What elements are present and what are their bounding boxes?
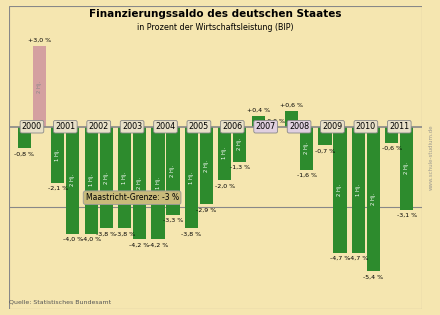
- Text: 2 Hj.: 2 Hj.: [337, 184, 342, 196]
- Text: -3,3 %: -3,3 %: [163, 218, 183, 223]
- Text: 2 Hj.: 2 Hj.: [170, 165, 176, 177]
- Text: 1 Hj.: 1 Hj.: [55, 149, 60, 161]
- Bar: [185, 127, 198, 228]
- Text: +3,0 %: +3,0 %: [28, 38, 51, 43]
- Text: 2 Hj.: 2 Hj.: [304, 142, 309, 154]
- Bar: [367, 127, 380, 271]
- Text: -1,3 %: -1,3 %: [230, 165, 250, 170]
- Text: 2001: 2001: [55, 122, 75, 131]
- Text: 1 Hj.: 1 Hj.: [89, 174, 94, 186]
- Text: 1 Hj.: 1 Hj.: [189, 172, 194, 184]
- Text: -2,0 %: -2,0 %: [215, 183, 235, 188]
- Text: 2 Hj.: 2 Hj.: [371, 193, 376, 205]
- Text: -4,2 %: -4,2 %: [148, 242, 168, 247]
- Text: in Prozent der Wirtschaftsleistung (BIP): in Prozent der Wirtschaftsleistung (BIP): [137, 23, 294, 32]
- Text: 1 Hj.: 1 Hj.: [222, 147, 227, 159]
- Text: 2 Hj.: 2 Hj.: [70, 174, 75, 186]
- Bar: [84, 127, 98, 234]
- Text: +0,4 %: +0,4 %: [247, 108, 270, 113]
- Text: 2005: 2005: [189, 122, 209, 131]
- Bar: [385, 127, 398, 143]
- Bar: [118, 127, 131, 228]
- Text: -4,7 %: -4,7 %: [330, 256, 350, 261]
- Text: 2002: 2002: [88, 122, 109, 131]
- Text: -3,8 %: -3,8 %: [96, 232, 116, 237]
- Bar: [99, 127, 113, 228]
- Text: Finanzierungssaldo des deutschen Staates: Finanzierungssaldo des deutschen Staates: [89, 9, 342, 19]
- Bar: [151, 127, 165, 239]
- Text: 2 Hj.: 2 Hj.: [237, 138, 242, 150]
- Text: 1 Hj.: 1 Hj.: [356, 184, 361, 196]
- Text: -3,1 %: -3,1 %: [397, 213, 417, 218]
- Bar: [400, 127, 413, 210]
- Text: 2010: 2010: [356, 122, 376, 131]
- Text: 2004: 2004: [155, 122, 176, 131]
- Bar: [233, 127, 246, 162]
- Text: 2009: 2009: [323, 122, 343, 131]
- Text: -2,1 %: -2,1 %: [48, 186, 68, 191]
- Text: -0,6 %: -0,6 %: [382, 146, 402, 151]
- Text: -1,6 %: -1,6 %: [297, 173, 316, 178]
- Bar: [300, 127, 313, 169]
- Bar: [51, 127, 64, 183]
- Bar: [352, 127, 365, 253]
- Text: 1 Hj.: 1 Hj.: [155, 177, 161, 189]
- Text: 2006: 2006: [222, 122, 242, 131]
- Text: 2 Hj.: 2 Hj.: [204, 159, 209, 172]
- Text: +0,6 %: +0,6 %: [280, 102, 303, 107]
- Text: 2000: 2000: [22, 122, 42, 131]
- Text: -3,8 %: -3,8 %: [114, 232, 135, 237]
- Text: Maastricht-Grenze: -3 %: Maastricht-Grenze: -3 %: [85, 193, 179, 202]
- Bar: [319, 127, 332, 146]
- Text: -5,4 %: -5,4 %: [363, 274, 383, 279]
- Bar: [285, 111, 298, 127]
- Text: -3,8 %: -3,8 %: [181, 232, 202, 237]
- Bar: [334, 127, 347, 253]
- Text: 2 Hj.: 2 Hj.: [137, 177, 142, 189]
- Bar: [166, 127, 180, 215]
- Text: -0,7 %: -0,7 %: [315, 149, 335, 154]
- Bar: [18, 127, 31, 148]
- Bar: [66, 127, 79, 234]
- Text: 2011: 2011: [389, 122, 409, 131]
- Text: -0,8 %: -0,8 %: [15, 151, 34, 156]
- Text: 2 Hj.: 2 Hj.: [104, 172, 109, 184]
- Text: 2 Hj.: 2 Hj.: [37, 81, 42, 93]
- Text: 2 Hj.: 2 Hj.: [404, 162, 409, 174]
- Text: 1 Hj.: 1 Hj.: [122, 172, 127, 184]
- Text: -4,0 %: -4,0 %: [81, 237, 101, 242]
- Text: 2008: 2008: [289, 122, 309, 131]
- Bar: [133, 127, 146, 239]
- Text: 2007: 2007: [256, 122, 276, 131]
- Bar: [33, 46, 46, 127]
- Bar: [252, 116, 265, 127]
- Bar: [218, 127, 231, 180]
- Text: +0,0 %: +0,0 %: [262, 118, 285, 123]
- Bar: [200, 127, 213, 204]
- Text: Quelle: Statistisches Bundesamt: Quelle: Statistisches Bundesamt: [9, 300, 111, 305]
- Text: www.schule-studium.de: www.schule-studium.de: [429, 125, 433, 190]
- Text: 2003: 2003: [122, 122, 142, 131]
- Text: -2,9 %: -2,9 %: [196, 208, 216, 213]
- Text: -4,0 %: -4,0 %: [63, 237, 83, 242]
- Text: -4,7 %: -4,7 %: [348, 256, 369, 261]
- Text: -4,2 %: -4,2 %: [129, 242, 150, 247]
